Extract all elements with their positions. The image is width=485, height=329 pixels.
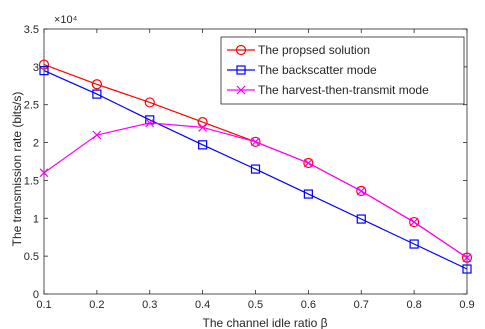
data-point — [92, 89, 102, 99]
legend-label: The propsed solution — [258, 43, 370, 57]
data-point — [409, 217, 419, 227]
x-marker-stroke — [462, 253, 472, 263]
data-point — [145, 118, 155, 128]
data-point — [145, 115, 155, 125]
data-point — [198, 140, 208, 150]
series-layer — [38, 59, 473, 274]
x-marker-stroke — [39, 168, 49, 178]
data-point — [250, 164, 261, 174]
y-tick-label: 1.5 — [24, 175, 39, 187]
data-point — [91, 79, 102, 90]
legend-marker — [235, 44, 247, 56]
data-point — [356, 185, 367, 197]
x-marker-stroke — [92, 130, 102, 140]
legend-marker — [236, 65, 246, 75]
x-tick-label: 0.5 — [248, 299, 263, 311]
data-point — [251, 137, 260, 147]
x-axis-ticks: 0.1 0.2 0.3 0.4 0.5 0.6 0.7 0.8 0.9 — [36, 29, 475, 311]
x-marker-stroke — [145, 118, 155, 128]
data-point — [409, 239, 419, 249]
legend-marker — [236, 85, 246, 95]
data-point — [461, 252, 473, 263]
y-tick-label: 0 — [33, 289, 39, 301]
y-axis-exponent: ×10⁴ — [54, 14, 78, 26]
y-tick-label: 2.5 — [24, 100, 39, 112]
x-tick-label: 0.2 — [89, 299, 104, 311]
data-point — [250, 136, 261, 147]
x-marker-stroke — [409, 217, 419, 227]
data-point — [409, 216, 420, 228]
x-tick-label: 0.9 — [459, 299, 474, 311]
series-2 — [39, 66, 472, 274]
legend-item: The backscatter mode — [227, 63, 377, 77]
data-point — [144, 97, 155, 108]
x-tick-label: 0.1 — [36, 299, 51, 311]
legend-label: The backscatter mode — [258, 63, 377, 77]
y-axis-ticks: 0 0.5 1 1.5 2 2.5 3 3.5 — [24, 24, 467, 301]
data-point — [92, 130, 102, 140]
y-tick-label: 2 — [33, 138, 39, 150]
data-point — [39, 66, 49, 76]
legend-item: The propsed solution — [227, 43, 370, 57]
x-tick-label: 0.3 — [142, 299, 157, 311]
data-point — [303, 189, 313, 199]
legend-item: The harvest-then-transmit mode — [227, 83, 429, 97]
x-tick-label: 0.7 — [354, 299, 369, 311]
data-point — [462, 264, 472, 274]
legend-label: The harvest-then-transmit mode — [258, 83, 429, 97]
legend-box — [220, 36, 465, 105]
data-point — [198, 123, 208, 132]
series-line — [43, 70, 468, 270]
y-tick-label: 0.5 — [24, 251, 39, 263]
data-point — [356, 186, 366, 196]
y-tick-label: 3 — [33, 62, 39, 74]
x-tick-label: 0.4 — [195, 299, 210, 311]
series-3 — [39, 118, 472, 263]
y-tick-label: 3.5 — [24, 24, 39, 36]
x-marker-stroke — [356, 186, 366, 196]
x-marker-stroke — [251, 137, 260, 147]
data-point — [38, 59, 50, 70]
x-axis-label: The channel idle ratio β — [203, 316, 328, 329]
x-marker-stroke — [198, 123, 208, 132]
data-point — [356, 214, 366, 224]
y-axis-label: The transmission rate (bits/s) — [10, 92, 24, 247]
x-marker-stroke — [236, 85, 246, 95]
x-tick-label: 0.8 — [406, 299, 421, 311]
data-point — [39, 168, 49, 178]
legend: The propsed solution The backscatter mode… — [220, 36, 465, 105]
data-point — [462, 253, 472, 263]
x-marker-stroke — [303, 158, 313, 168]
y-tick-label: 1 — [33, 213, 39, 225]
x-tick-label: 0.6 — [301, 299, 316, 311]
data-point — [303, 157, 314, 169]
data-point — [303, 158, 313, 168]
